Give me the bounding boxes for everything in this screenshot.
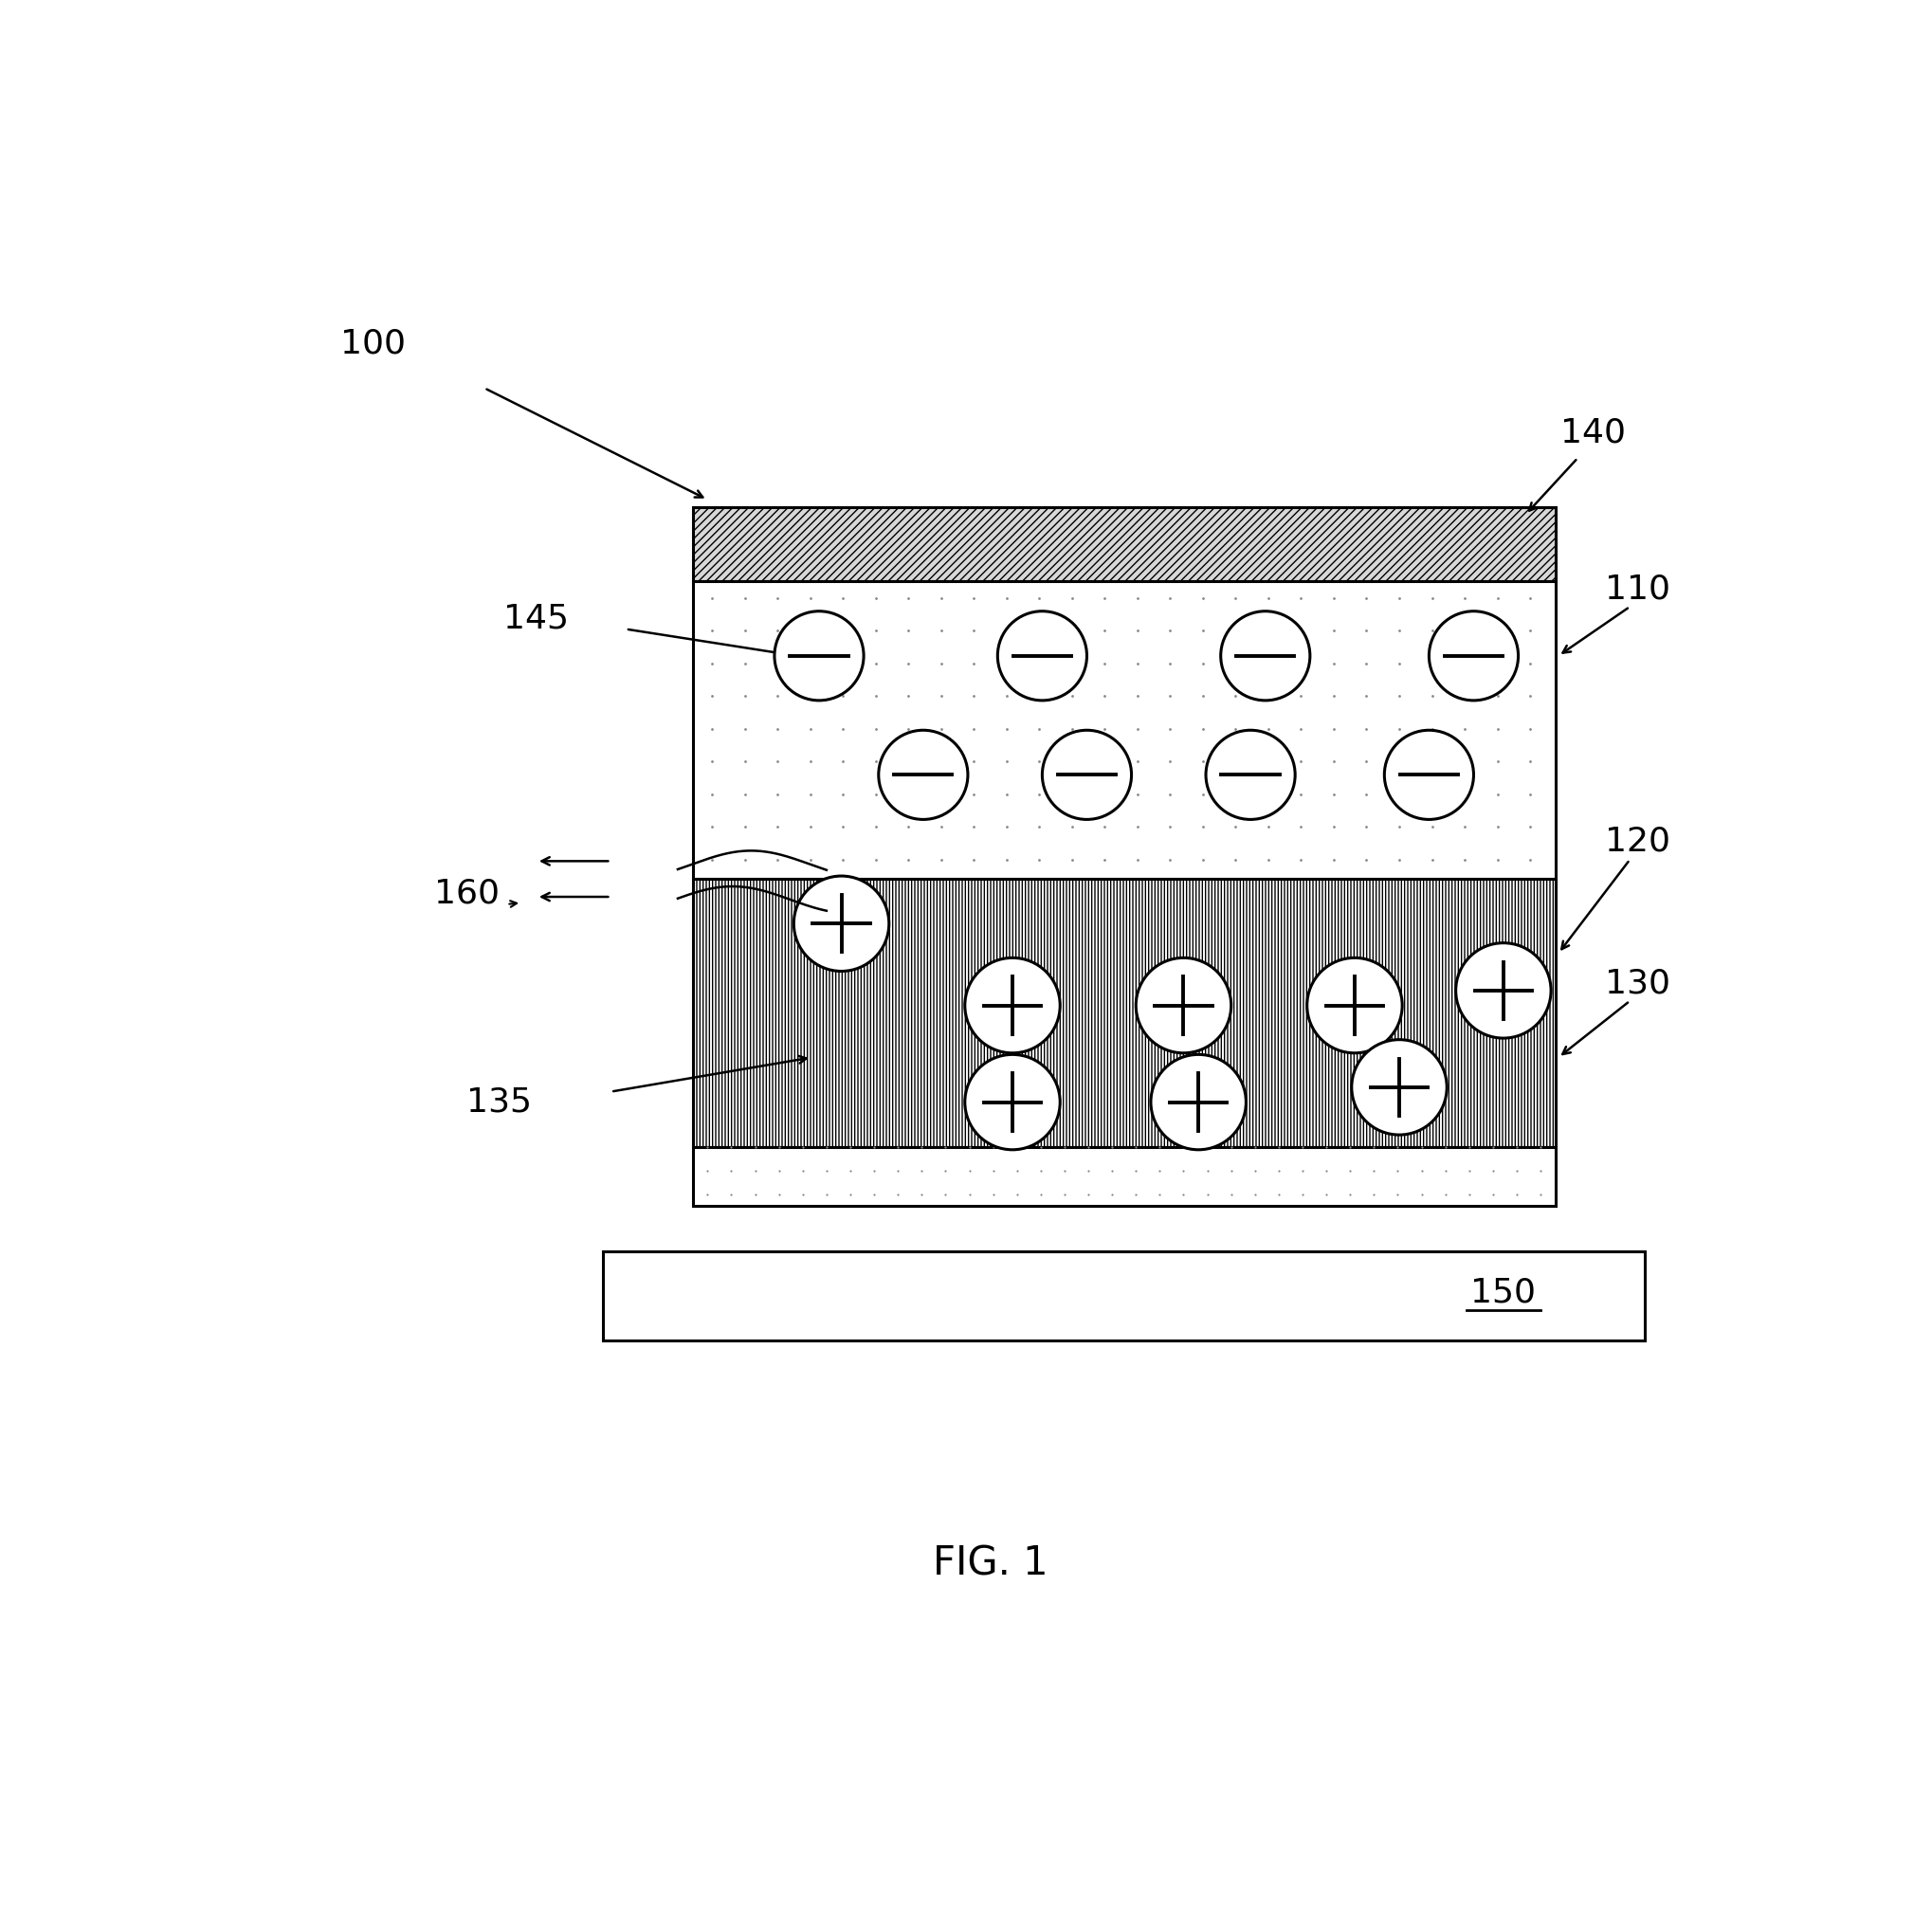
Circle shape	[1151, 1055, 1246, 1150]
Circle shape	[1430, 611, 1519, 701]
Circle shape	[1308, 958, 1403, 1053]
Circle shape	[997, 611, 1088, 701]
Text: 120: 120	[1605, 825, 1669, 858]
Text: 140: 140	[1559, 417, 1625, 448]
Bar	[692, 879, 1555, 1148]
Circle shape	[1136, 958, 1231, 1053]
Text: 145: 145	[504, 603, 570, 636]
Circle shape	[1457, 943, 1551, 1037]
Circle shape	[879, 730, 968, 819]
Circle shape	[775, 611, 864, 701]
Circle shape	[1206, 730, 1294, 819]
Circle shape	[794, 875, 889, 972]
Circle shape	[964, 1055, 1061, 1150]
Text: 110: 110	[1605, 572, 1669, 605]
Circle shape	[1352, 1039, 1447, 1134]
Text: 160: 160	[435, 877, 498, 910]
Bar	[692, 1148, 1555, 1206]
Text: 150: 150	[1470, 1277, 1536, 1308]
Text: FIG. 1: FIG. 1	[933, 1544, 1047, 1582]
Circle shape	[1041, 730, 1132, 819]
Circle shape	[964, 958, 1061, 1053]
Text: 135: 135	[466, 1086, 531, 1119]
Bar	[692, 506, 1555, 582]
Bar	[692, 582, 1555, 879]
Circle shape	[1385, 730, 1474, 819]
Bar	[603, 1250, 1644, 1341]
Circle shape	[1221, 611, 1310, 701]
Text: 100: 100	[340, 327, 406, 359]
Text: 130: 130	[1605, 968, 1669, 999]
